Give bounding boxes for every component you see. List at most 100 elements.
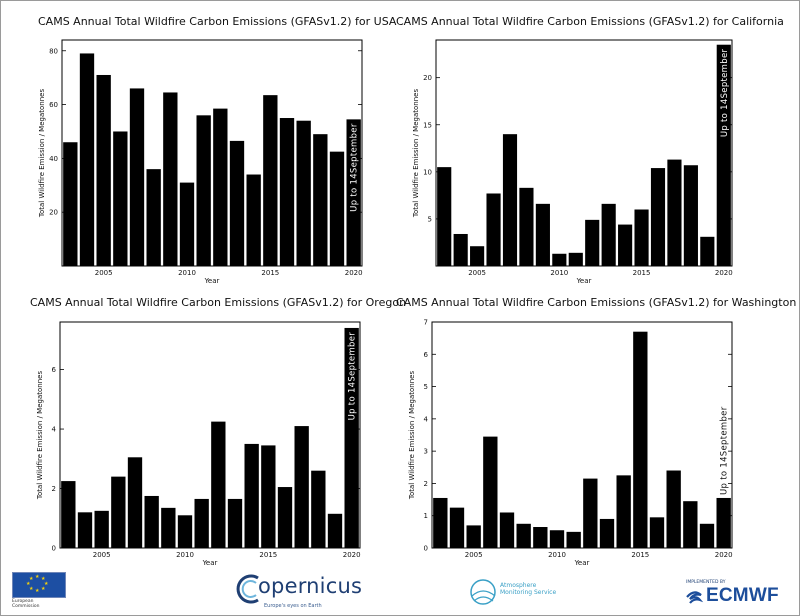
bar-2020: [716, 497, 731, 548]
ecmwf-wordmark: ECMWF: [706, 585, 779, 606]
y-axis-label: Total Wildfire Emission / Megatonnes: [38, 89, 46, 219]
eu-flag-icon: ★ ★ ★ ★ ★ ★ ★ ★: [12, 572, 66, 598]
bar-2018: [683, 165, 698, 266]
y-tick-label: 4: [424, 415, 429, 423]
bar-2012: [213, 108, 228, 266]
bar-2009: [535, 203, 550, 266]
chart-title: CAMS Annual Total Wildfire Carbon Emissi…: [396, 15, 784, 28]
bar-2019: [327, 513, 343, 548]
bar-2010: [177, 515, 193, 548]
bar-2005: [96, 74, 111, 266]
y-tick-label: 5: [424, 383, 428, 391]
x-tick-label: 2005: [93, 551, 111, 559]
x-tick-label: 2005: [465, 551, 483, 559]
y-tick-label: 20: [423, 74, 432, 82]
bar-2020: [716, 44, 731, 267]
bar-2006: [113, 131, 128, 266]
last-bar-annotation: Up to 14September: [350, 123, 360, 212]
y-axis-label: Total Wildfire Emission / Megatonnes: [408, 371, 416, 501]
bar-2005: [94, 510, 109, 548]
x-axis-label: Year: [204, 277, 220, 285]
bar-2011: [566, 531, 581, 548]
copernicus-logo: opernicus Europe's eyes on Earth: [234, 570, 362, 614]
x-tick-label: 2010: [550, 269, 568, 277]
cams-logo-text: Atmosphere Monitoring Service: [500, 582, 557, 596]
y-tick-label: 15: [423, 121, 432, 129]
bar-2019: [700, 236, 715, 266]
bar-2019: [329, 151, 345, 266]
bar-2012: [211, 421, 226, 548]
bar-2006: [486, 193, 501, 266]
bar-2009: [163, 92, 178, 267]
bar-2008: [146, 169, 161, 266]
last-bar-annotation: Up to 14September: [348, 332, 358, 421]
bar-2012: [585, 219, 600, 266]
bar-2005: [470, 246, 485, 266]
bar-2009: [161, 507, 176, 548]
bar-2016: [279, 118, 295, 267]
copernicus-c-icon: [236, 574, 259, 604]
bar-2004: [449, 507, 465, 548]
x-tick-label: 2020: [345, 269, 363, 277]
bar-2014: [246, 174, 261, 266]
copernicus-tagline: Europe's eyes on Earth: [264, 603, 322, 609]
bar-2017: [294, 426, 309, 548]
bar-2016: [277, 487, 293, 548]
bar-2017: [667, 159, 682, 266]
bar-2017: [666, 470, 681, 548]
x-tick-label: 2010: [178, 269, 196, 277]
x-axis-label: Year: [576, 277, 592, 285]
x-tick-label: 2020: [715, 269, 733, 277]
ecmwf-logo: IMPLEMENTED BY ECMWF: [684, 570, 784, 614]
bar-2018: [311, 470, 326, 548]
bar-2005: [466, 525, 481, 548]
y-tick-label: 20: [49, 209, 58, 217]
bar-2020: [346, 119, 361, 267]
bar-2011: [568, 252, 583, 266]
bar-2011: [196, 115, 211, 266]
x-tick-label: 2010: [176, 551, 194, 559]
plot-frame: [61, 39, 363, 267]
bar-2007: [129, 88, 145, 267]
bar-2003: [61, 481, 76, 548]
bar-2009: [533, 527, 548, 548]
bar-2014: [244, 443, 259, 548]
y-tick-label: 3: [424, 448, 428, 456]
bar-2015: [263, 95, 278, 267]
last-bar-annotation: Up to 14September: [720, 406, 730, 495]
y-tick-label: 5: [428, 215, 432, 223]
y-axis-label: Total Wildfire Emission / Megatonnes: [412, 89, 420, 219]
y-tick-label: 0: [424, 545, 428, 553]
bar-2012: [583, 478, 598, 548]
y-tick-label: 60: [49, 101, 58, 109]
eu-logo-text: European Commission: [12, 599, 40, 609]
cams-logo: Atmosphere Monitoring Service: [468, 570, 578, 614]
y-tick-label: 10: [423, 168, 432, 176]
bar-2006: [483, 436, 498, 548]
x-axis-label: Year: [574, 559, 590, 567]
bar-2010: [549, 530, 565, 548]
bar-2014: [616, 475, 631, 548]
bar-2004: [77, 512, 93, 548]
bar-2018: [683, 501, 698, 548]
chart-title: CAMS Annual Total Wildfire Carbon Emissi…: [38, 15, 397, 28]
chart-panel-3: CAMS Annual Total Wildfire Carbon Emissi…: [396, 296, 796, 567]
bar-2008: [144, 495, 159, 548]
bar-2004: [453, 233, 468, 266]
x-axis-label: Year: [202, 559, 218, 567]
bar-2010: [552, 253, 567, 266]
x-tick-label: 2015: [631, 551, 649, 559]
x-tick-label: 2020: [343, 551, 361, 559]
y-tick-label: 2: [424, 480, 428, 488]
y-tick-label: 6: [52, 366, 57, 374]
bar-2020: [344, 327, 359, 548]
y-tick-label: 40: [49, 155, 58, 163]
y-tick-label: 80: [49, 47, 58, 55]
bar-2016: [649, 517, 665, 548]
bar-2017: [296, 120, 311, 267]
bar-2003: [437, 167, 452, 267]
bar-2015: [261, 445, 276, 548]
bar-2013: [599, 518, 615, 548]
plot-frame: [435, 39, 733, 267]
copernicus-wordmark: opernicus: [258, 574, 363, 598]
